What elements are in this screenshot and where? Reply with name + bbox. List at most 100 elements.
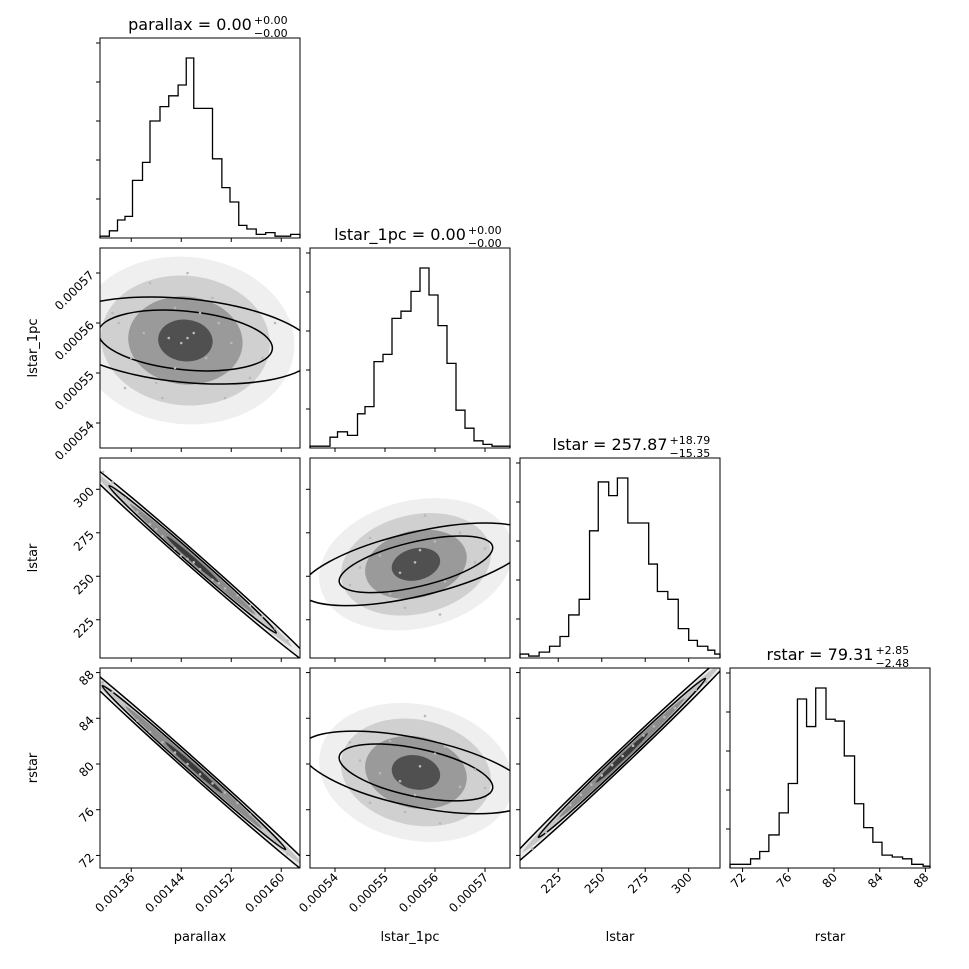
sample-point [388,739,392,743]
x-axis-label-lstar: lstar [606,930,635,945]
sample-point [403,606,407,609]
sample-point [211,578,214,582]
sample-point [129,356,133,360]
hist-title-sup: +2.85 [875,644,909,657]
sample-point [398,779,402,783]
density-cloud [100,256,295,425]
sample-point [473,768,477,772]
panel-frame [309,247,511,449]
sample-point [123,386,127,390]
panel-content [520,668,720,868]
sample-point [433,752,437,756]
sample-point [483,786,487,790]
sample-point [186,271,189,275]
hist-title-sub: −0.00 [254,27,288,40]
sample-point [148,281,152,285]
sample-point [663,715,666,719]
contour-line [100,668,300,868]
sample-point [556,817,560,821]
sample-point [368,536,372,540]
sample-point [358,759,362,762]
sample-point [443,580,447,583]
sample-point [179,341,183,345]
sample-point [173,306,177,310]
sample-point [154,381,158,385]
sample-point [148,730,152,734]
panel-frame [519,667,721,869]
sample-point [368,801,372,805]
panel-frame [309,457,511,659]
sample-point [223,587,227,590]
y-tick-label-lstar_1pc: 0.00057 [52,268,97,313]
density-level [391,547,441,581]
sample-point [211,296,214,300]
contour-line [100,309,274,372]
sample-point [204,356,208,360]
y-tick-label-lstar: 225 [71,615,97,641]
sample-point [530,847,534,850]
sample-point [273,321,277,325]
density-level [165,741,223,794]
y-tick-label-lstar: 250 [71,571,97,597]
panel-content [100,668,300,868]
hist-line-lstar [519,477,721,658]
sample-point [101,680,105,684]
sample-point [610,763,614,767]
sample-point [136,510,139,514]
y-tick-label-lstar_1pc: 0.00055 [52,368,97,413]
sample-point [101,470,105,474]
sample-point [631,744,635,748]
contour-line [100,296,300,385]
sample-point [673,706,677,710]
scatter-panel-parallax-lstar [99,457,301,659]
y-tick-label-rstar: 88 [76,668,97,689]
y-tick-label-rstar: 72 [76,850,97,871]
sample-point [111,690,114,694]
contours [520,668,720,868]
sample-point [248,604,252,608]
sample-point [438,613,442,616]
contour-line [310,730,510,815]
sample-point [198,311,202,315]
sample-point [186,762,189,766]
contours [100,296,300,385]
sample-point [423,714,427,718]
density-cloud [520,668,720,868]
sample-point [348,583,352,587]
panel-content [100,458,300,658]
scatter-panel-lstar_1pc-lstar [309,457,511,659]
hist-title-lstar: lstar = 257.87 [553,435,668,454]
y-tick-label-lstar_1pc: 0.00054 [52,418,97,463]
sample-point [704,680,708,684]
sample-point [211,782,214,785]
contour-line [101,684,287,851]
contours [310,730,510,815]
sample-point [398,571,402,575]
sample-point [378,771,382,775]
panel-frame [99,37,301,239]
sample-point [186,336,189,340]
sample-point [403,810,407,814]
hist-panel-rstar: rstar = 79.31 +2.85−2.48 [726,644,931,869]
hist-panel-lstar: lstar = 257.87 +18.79−15.35 [516,434,721,659]
x-tick-label-rstar: 88 [911,870,932,891]
sample-point [273,627,277,630]
contour-line [520,668,720,868]
x-tick-label-parallax: 0.00144 [142,870,187,915]
sample-point [173,547,177,550]
density-cloud [319,498,510,631]
sample-point [186,557,189,561]
hist-line-parallax [99,57,301,238]
scatter-panel-lstar-rstar [519,667,721,869]
x-axis-label-parallax: parallax [174,930,227,945]
sample-point [273,839,277,842]
sample-point [111,481,114,484]
x-tick-label-rstar: 84 [865,870,886,891]
sample-point [261,356,264,360]
sample-point [161,740,164,744]
sample-point [217,321,221,325]
sample-point [569,803,572,807]
y-tick-label-lstar_1pc: 0.00056 [52,318,97,363]
contours [100,668,300,868]
panel-frame [99,247,301,449]
